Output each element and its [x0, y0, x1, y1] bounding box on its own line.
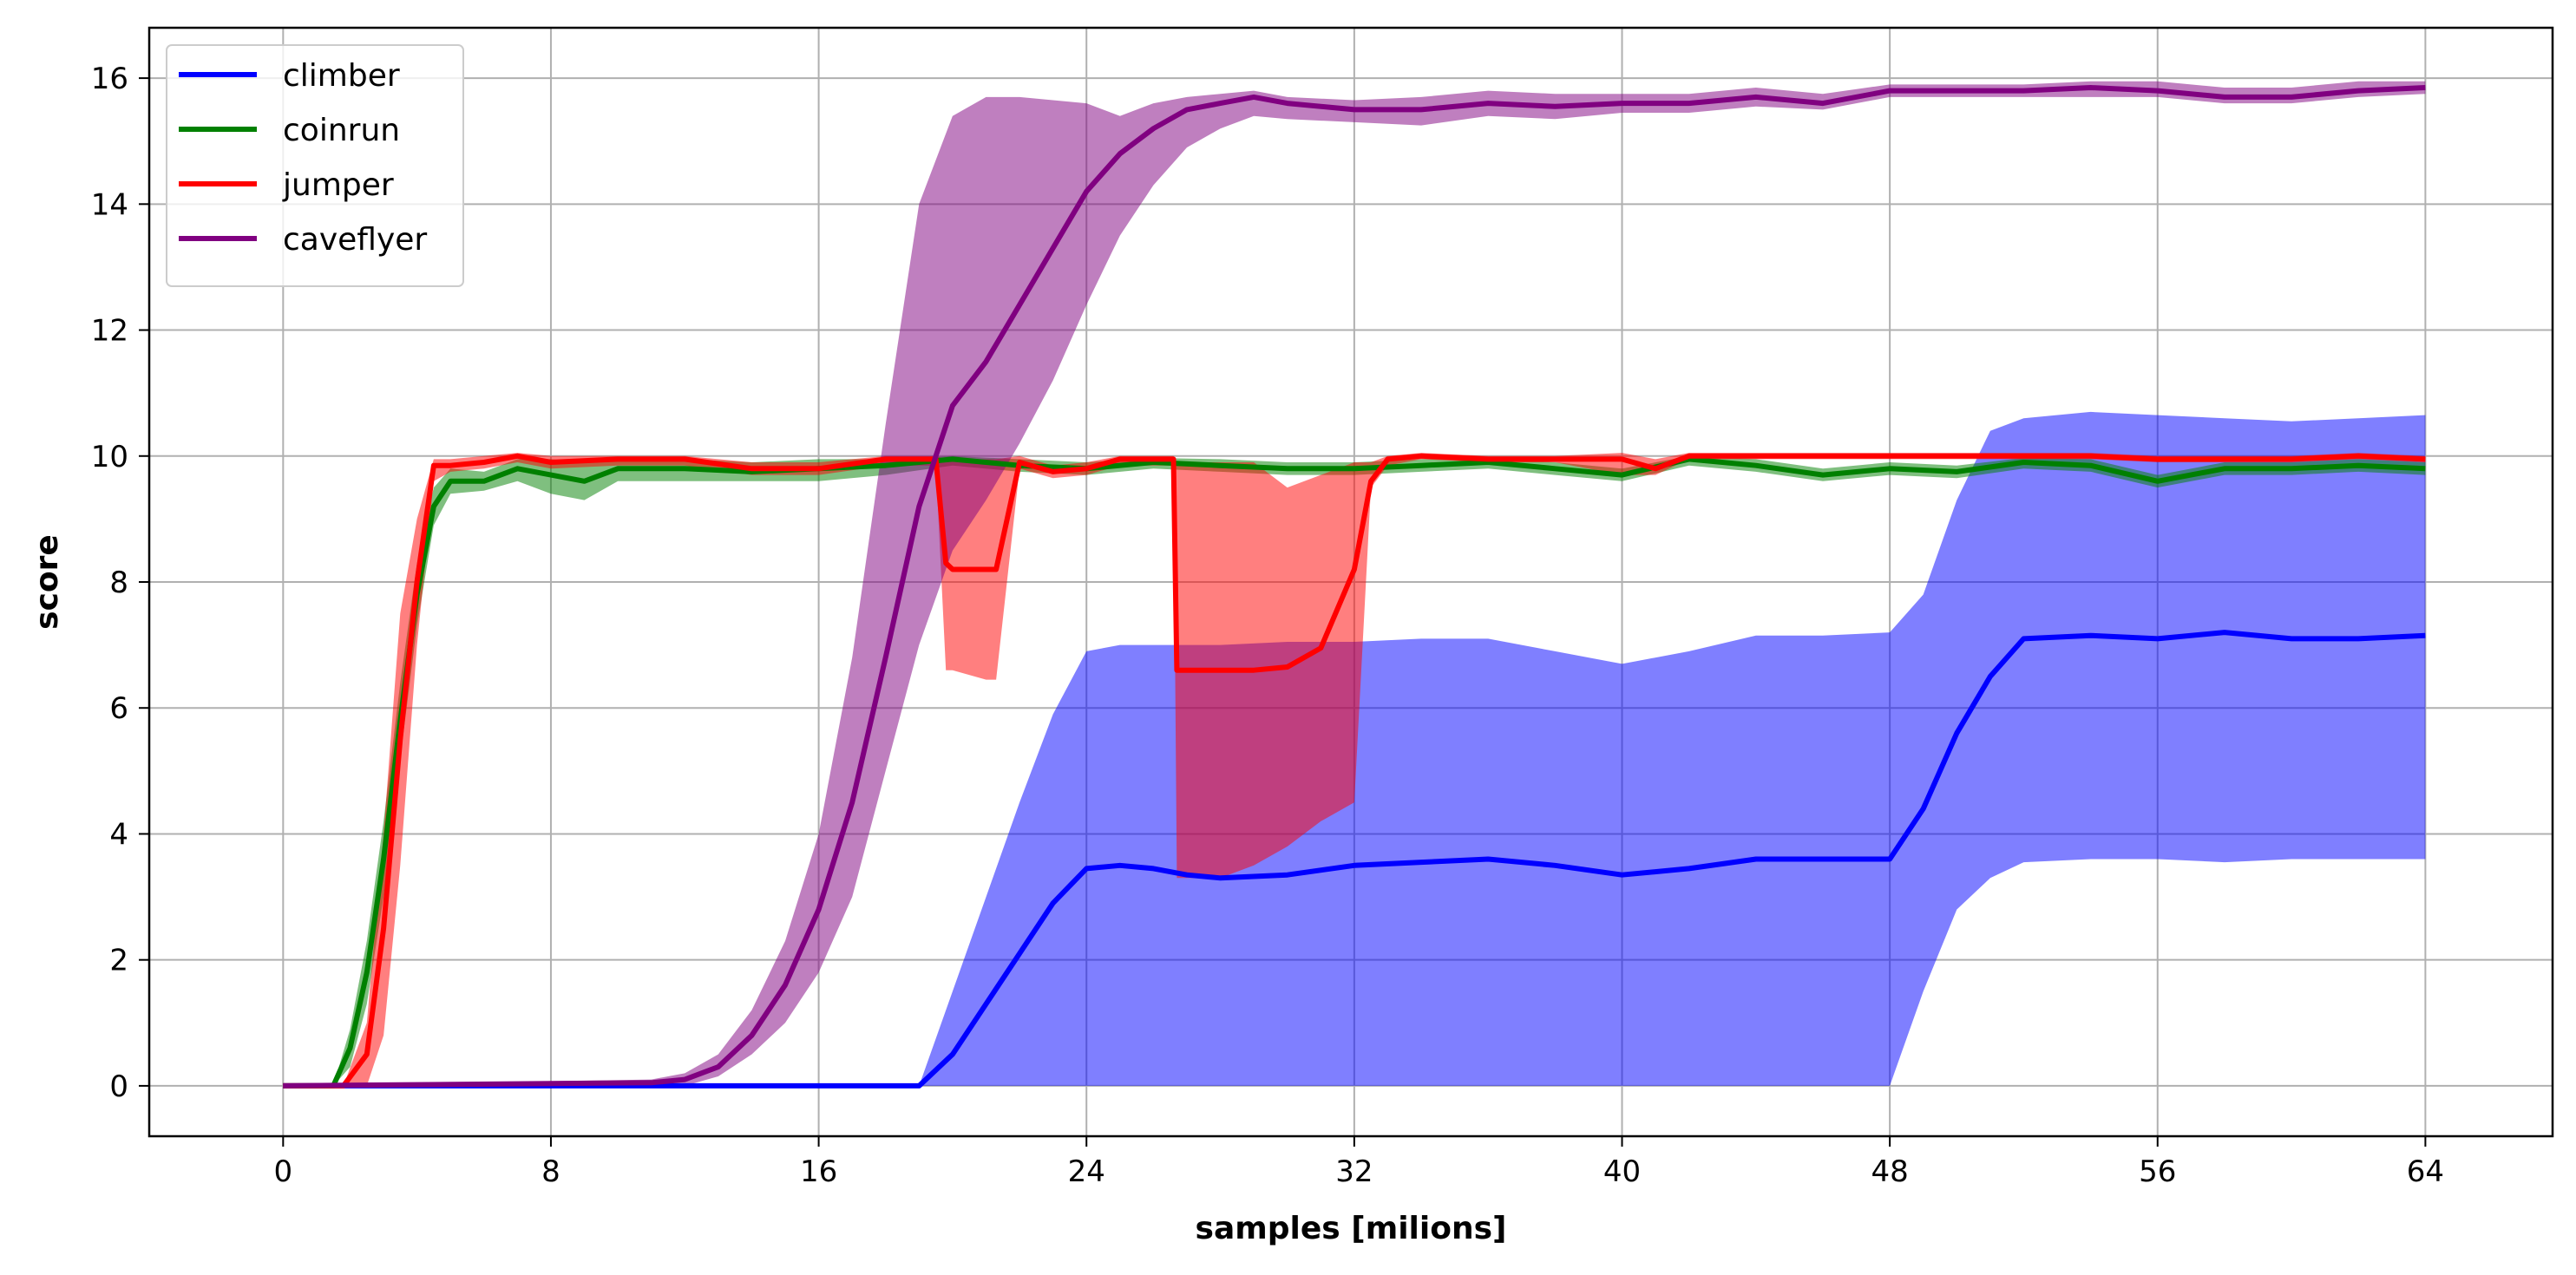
y-axis-label: score	[29, 534, 65, 630]
y-tick-label: 14	[91, 187, 128, 222]
legend-label-jumper: jumper	[282, 167, 394, 203]
caveflyer-band	[283, 81, 2426, 1086]
y-tick-label: 8	[109, 566, 128, 600]
y-tick-label: 2	[109, 944, 128, 978]
x-tick-label: 40	[1603, 1154, 1641, 1189]
x-tick-label: 48	[1871, 1154, 1908, 1189]
legend-label-caveflyer: caveflyer	[283, 222, 427, 258]
jumper-line	[283, 453, 2426, 1089]
legend-label-coinrun: coinrun	[283, 113, 400, 148]
y-tick-label: 12	[91, 314, 128, 349]
x-axis-label: samples [milions]	[1196, 1211, 1507, 1246]
legend: climber coinrun jumper caveflyer	[166, 44, 464, 287]
x-tick-label: 24	[1068, 1154, 1105, 1189]
caveflyer-line	[283, 85, 2426, 1089]
climber-line	[283, 630, 2426, 1089]
y-tick-label: 10	[91, 440, 128, 474]
y-tick-label: 0	[109, 1069, 128, 1104]
y-tick-label: 6	[109, 691, 128, 726]
jumper-band	[283, 453, 2426, 1086]
y-tick-label: 16	[91, 62, 128, 96]
confidence-bands	[283, 81, 2426, 1086]
x-tick-label: 0	[273, 1154, 292, 1189]
x-tick-label: 56	[2139, 1154, 2176, 1189]
x-tick-label: 16	[800, 1154, 837, 1189]
series-lines	[283, 85, 2426, 1089]
legend-label-climber: climber	[283, 58, 400, 94]
y-tick-label: 4	[109, 817, 128, 852]
x-tick-label: 32	[1335, 1154, 1373, 1189]
legend-box	[166, 44, 464, 287]
x-tick-label: 8	[541, 1154, 560, 1189]
x-tick-label: 64	[2407, 1154, 2444, 1189]
